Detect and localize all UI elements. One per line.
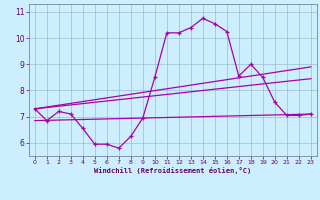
X-axis label: Windchill (Refroidissement éolien,°C): Windchill (Refroidissement éolien,°C): [94, 167, 252, 174]
